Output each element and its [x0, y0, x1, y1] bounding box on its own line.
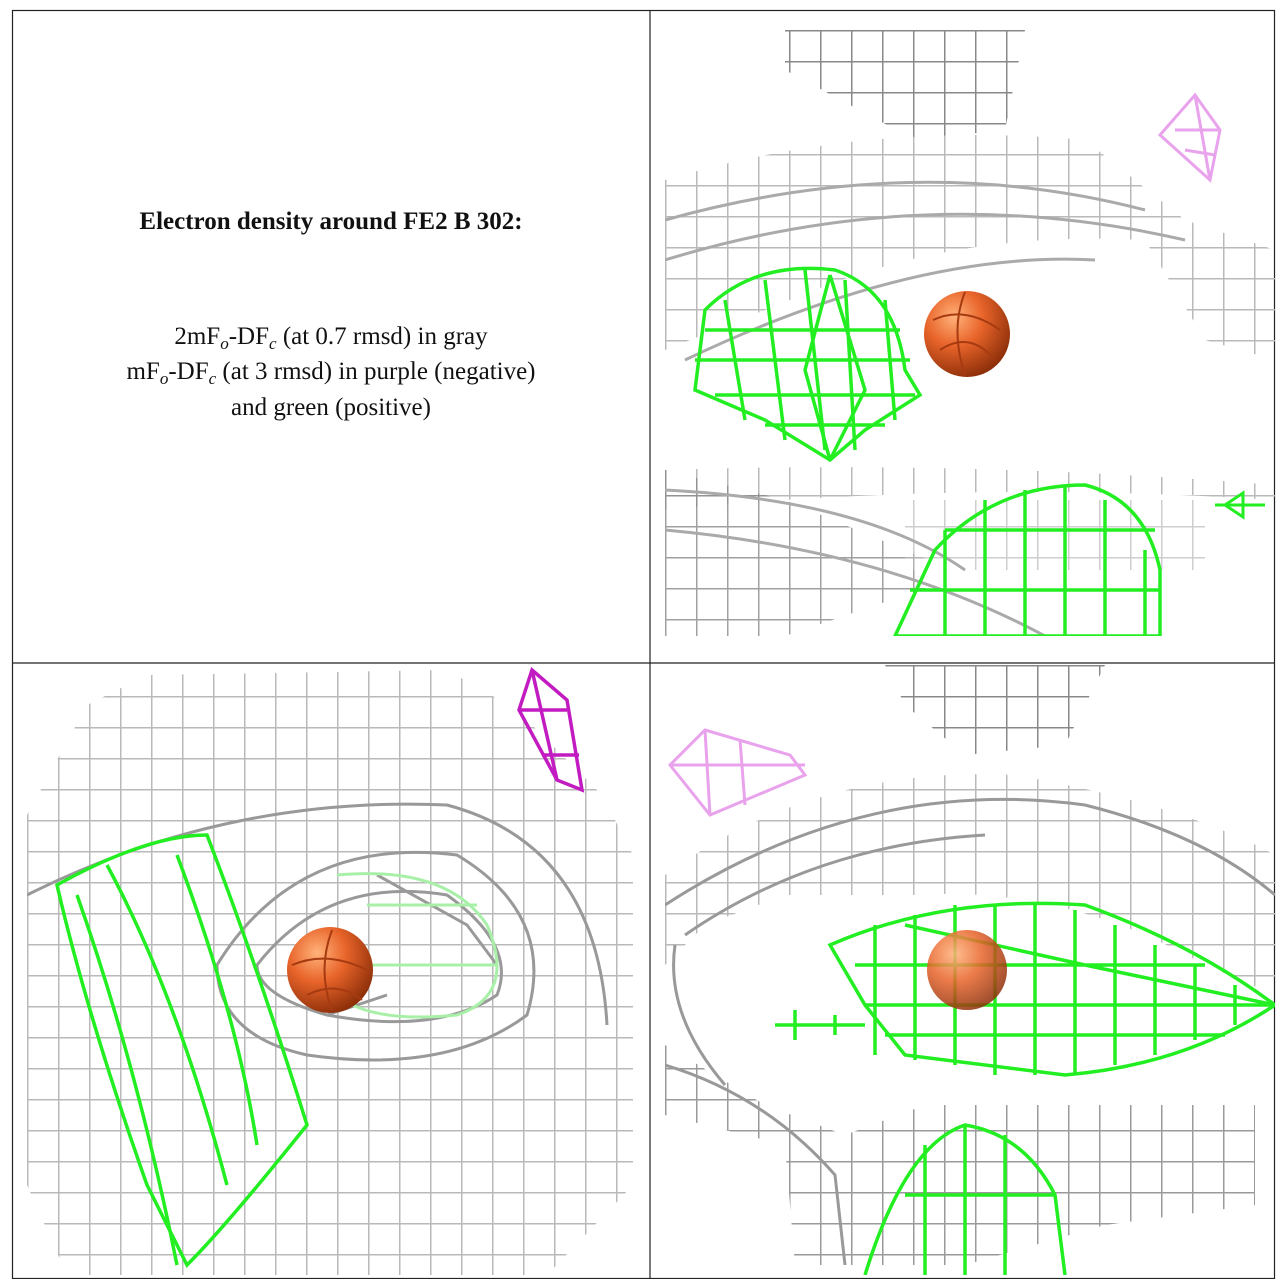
iron-atom	[927, 930, 1007, 1010]
green-mesh	[54, 833, 309, 1268]
text: (at 3 rmsd) in purple (negative)	[216, 358, 536, 385]
legend-line: and green (positive)	[12, 394, 650, 422]
text: -DF	[228, 323, 270, 350]
gray-contours	[665, 797, 1275, 1266]
legend-line: 2mFo-DFc (at 0.7 rmsd) in gray	[12, 323, 650, 353]
green-mesh	[693, 266, 1162, 636]
text: and green (positive)	[231, 394, 431, 421]
legend-line: mFo-DFc (at 3 rmsd) in purple (negative)	[12, 358, 650, 388]
atom-shading	[932, 291, 1001, 376]
text: -DF	[168, 358, 209, 385]
text: (at 0.7 rmsd) in gray	[276, 323, 488, 350]
gray-mesh	[885, 665, 1105, 755]
iron-atom	[287, 927, 373, 1013]
subscript: c	[269, 334, 277, 353]
green-mesh	[1215, 490, 1265, 520]
purple-mesh	[667, 728, 808, 817]
subscript: c	[208, 369, 217, 388]
gray-mesh	[665, 1045, 1255, 1265]
gray-mesh	[905, 500, 1205, 570]
iron-atom	[924, 291, 1010, 377]
density-panel	[27, 666, 633, 1275]
purple-mesh	[517, 666, 585, 793]
gray-mesh	[785, 30, 1025, 140]
text: mF	[126, 358, 160, 385]
subscript: o	[159, 369, 169, 388]
density-panel	[665, 665, 1275, 1275]
heading: Electron density around FE2 B 302:	[139, 208, 523, 235]
subscript: o	[220, 334, 229, 353]
text: 2mF	[174, 323, 221, 350]
purple-mesh	[1157, 92, 1222, 183]
gray-contours	[665, 180, 1186, 636]
gray-mesh	[665, 135, 1275, 360]
gray-mesh	[665, 467, 1275, 510]
atom-shading	[291, 929, 368, 1011]
density-panel	[665, 30, 1275, 636]
green-mesh	[325, 872, 499, 1019]
